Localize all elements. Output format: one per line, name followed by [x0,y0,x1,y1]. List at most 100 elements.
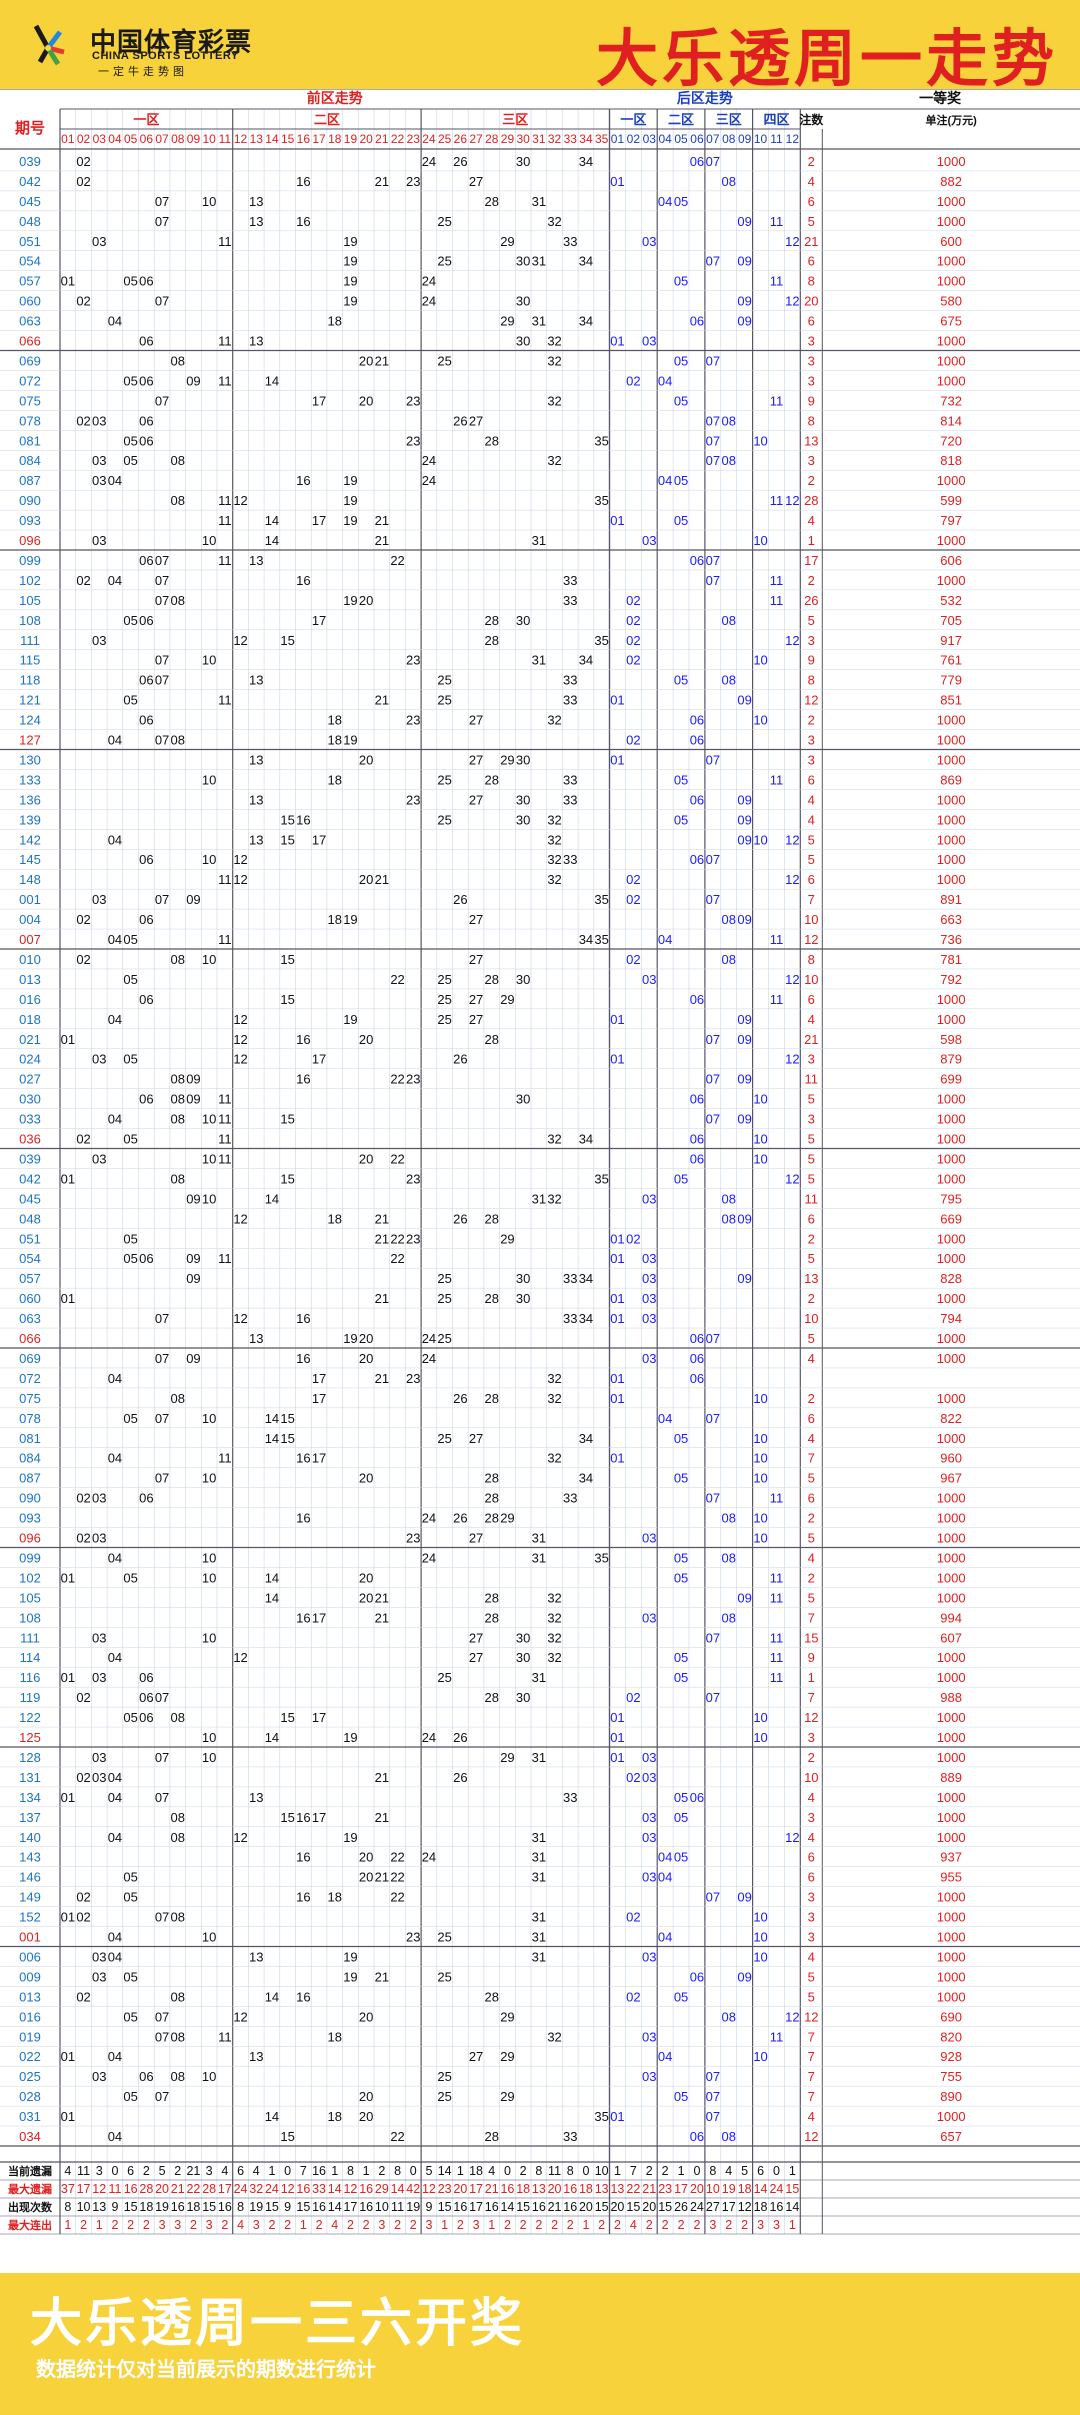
back-number-mark: 01 [610,1371,624,1386]
front-number-mark: 07 [155,393,169,408]
prize-count-mark: 2 [808,713,815,728]
front-number-mark: 08 [171,1072,185,1087]
period-label: 099 [19,1550,41,1565]
front-number-mark: 09 [186,1271,200,1286]
prize-amount-mark: 818 [940,453,962,468]
prize-count-mark: 4 [808,513,815,528]
front-number-mark: 11 [218,234,232,249]
back-number-mark: 10 [753,1710,767,1725]
back-number-mark: 03 [642,1949,656,1964]
stats-front-value: 37 [61,2182,75,2196]
front-number-header: 08 [171,132,185,146]
front-number-mark: 14 [265,2109,279,2124]
front-number-mark: 35 [594,633,608,648]
stats-front-value: 15 [595,2200,609,2214]
period-label: 145 [19,852,41,867]
front-number-mark: 32 [547,453,561,468]
prize-count-mark: 3 [808,1810,815,1825]
front-number-mark: 25 [437,1012,451,1027]
prize-amount-mark: 1000 [937,852,966,867]
prize-amount-mark: 690 [940,2009,962,2024]
front-number-mark: 22 [390,972,404,987]
footer-note: 数据统计仅对当前展示的期数进行统计 [36,2359,376,2381]
prize-count-mark: 5 [808,1151,815,1166]
front-number-header: 30 [516,132,530,146]
front-number-mark: 32 [547,214,561,229]
front-number-mark: 03 [92,1770,106,1785]
back-number-mark: 12 [785,1830,799,1845]
stats-back-value: 17 [674,2182,688,2196]
front-number-mark: 33 [563,772,577,787]
stats-front-value: 23 [438,2182,452,2196]
back-number-mark: 03 [642,1870,656,1885]
prize-amount-mark: 851 [940,693,962,708]
front-number-mark: 03 [92,1750,106,1765]
period-label: 131 [19,1770,41,1785]
stats-back-value: 2 [693,2218,700,2232]
prize-header: 一等奖 [919,90,962,106]
stats-front-value: 2 [143,2218,150,2232]
front-number-mark: 19 [343,1331,357,1346]
prize-amount-mark: 1000 [937,1531,966,1546]
front-number-mark: 03 [92,453,106,468]
front-number-header: 01 [61,132,75,146]
back-number-mark: 01 [610,513,624,528]
stats-back-value: 5 [741,2164,748,2178]
front-number-mark: 24 [422,1351,436,1366]
front-number-header: 32 [548,132,562,146]
prize-count-mark: 13 [804,433,818,448]
front-number-mark: 28 [485,1590,499,1605]
prize-count-mark: 8 [808,673,815,688]
prize-amount-mark: 736 [940,932,962,947]
front-number-mark: 16 [296,473,310,488]
front-number-mark: 20 [359,1590,373,1605]
front-number-mark: 14 [265,1989,279,2004]
period-label: 048 [19,1211,41,1226]
back-number-mark: 09 [737,214,751,229]
stats-front-value: 21 [485,2182,499,2196]
front-number-mark: 32 [547,872,561,887]
period-label: 096 [19,533,41,548]
prize-count-mark: 7 [808,892,815,907]
back-number-mark: 10 [753,1930,767,1945]
front-number-mark: 18 [328,314,342,329]
front-number-mark: 16 [296,1850,310,1865]
front-number-mark: 02 [76,1989,90,2004]
front-number-mark: 05 [123,1890,137,1905]
period-label: 122 [19,1710,41,1725]
front-number-header: 26 [454,132,468,146]
front-number-mark: 17 [312,1810,326,1825]
stats-front-value: 2 [535,2218,542,2232]
period-label: 063 [19,314,41,329]
front-number-mark: 31 [532,1870,546,1885]
prize-amount-mark: 822 [940,1411,962,1426]
logo-chinese-name: 中国体育彩票 [90,27,253,57]
back-number-mark: 08 [722,1511,736,1526]
front-number-mark: 27 [469,792,483,807]
stats-front-value: 17 [469,2200,483,2214]
front-number-mark: 28 [485,1291,499,1306]
front-number-mark: 25 [437,214,451,229]
front-number-mark: 02 [76,912,90,927]
back-number-mark: 10 [753,1151,767,1166]
prize-count-mark: 5 [808,832,815,847]
front-number-mark: 06 [139,2069,153,2084]
front-number-header: 20 [359,132,373,146]
stats-front-value: 1 [64,2218,71,2232]
front-number-mark: 20 [359,2109,373,2124]
back-number-mark: 03 [642,234,656,249]
back-number-mark: 10 [753,1531,767,1546]
prize-count-mark: 9 [808,393,815,408]
prize-count-mark: 3 [808,1112,815,1127]
back-number-mark: 12 [785,633,799,648]
front-number-mark: 15 [280,1810,294,1825]
front-number-mark: 13 [249,832,263,847]
back-number-mark: 07 [706,1411,720,1426]
front-number-mark: 19 [343,234,357,249]
count-header: 注数 [799,112,824,127]
back-number-mark: 10 [753,653,767,668]
back-number-mark: 08 [722,2009,736,2024]
front-number-mark: 08 [171,2029,185,2044]
front-number-mark: 17 [312,1451,326,1466]
front-number-mark: 03 [92,1151,106,1166]
